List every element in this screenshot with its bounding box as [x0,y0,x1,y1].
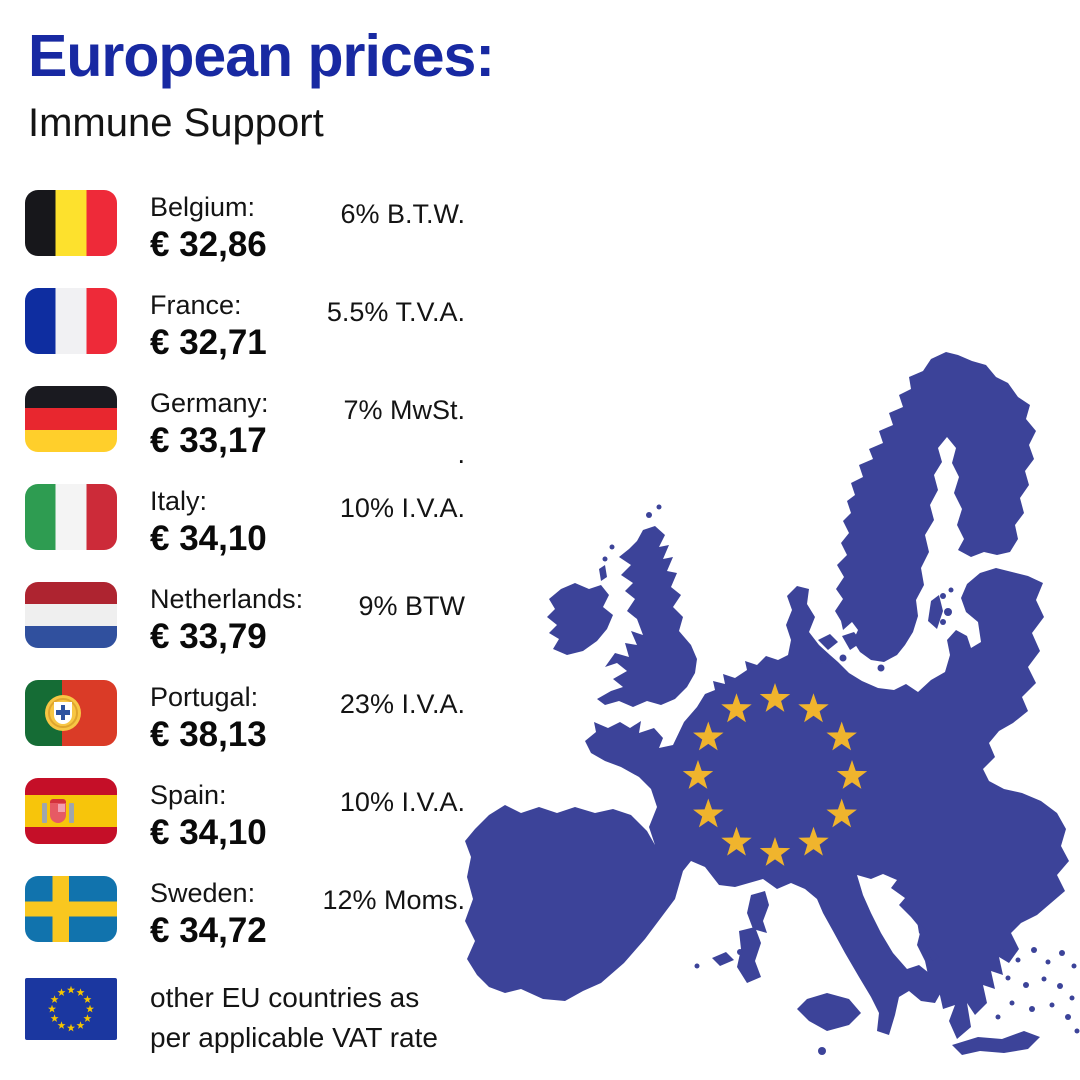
eu-flag-icon [25,978,117,1040]
country-label: France: [150,290,242,320]
vat-rate: 7% MwSt.. [343,395,465,469]
vat-rate-second-line: . [457,438,465,469]
vat-rate: 10% I.V.A. [339,493,465,523]
vat-rate: 12% Moms. [322,885,465,915]
spain-flag-icon [25,778,117,844]
page-subtitle: Immune Support [28,100,324,145]
price-row-sweden: Sweden: € 34,72 12% Moms. [25,876,465,948]
price-value: € 34,10 [150,812,267,852]
italy-flag-icon [25,484,117,550]
france-flag-icon [25,288,117,354]
eu-flag-stars [47,985,95,1032]
price-row-netherlands: Netherlands: € 33,79 9% BTW [25,582,465,654]
portugal-emblem [45,695,81,731]
price-list: Belgium: € 32,86 6% B.T.W. France: € 32,… [25,190,465,974]
country-label: Germany: [150,388,269,418]
price-value: € 32,71 [150,322,267,362]
price-row-italy: Italy: € 34,10 10% I.V.A. [25,484,465,556]
price-row-spain: Spain: € 34,10 10% I.V.A. [25,778,465,850]
portugal-flag-icon [25,680,117,746]
spain-emblem [42,799,74,825]
price-value: € 33,17 [150,420,267,460]
country-label: Italy: [150,486,208,516]
price-row-belgium: Belgium: € 32,86 6% B.T.W. [25,190,465,262]
price-value: € 34,72 [150,910,267,950]
europe-landmass [465,352,1080,1055]
country-label: Spain: [150,780,227,810]
vat-rate: 10% I.V.A. [339,787,465,817]
price-value: € 32,86 [150,224,267,264]
footer-text: other EU countries as per applicable VAT… [150,982,438,1053]
price-row-portugal: Portugal: € 38,13 23% I.V.A. [25,680,465,752]
country-label: Netherlands: [150,584,304,614]
price-value: € 33,79 [150,616,267,656]
price-value: € 38,13 [150,714,267,754]
price-row-france: France: € 32,71 5.5% T.V.A. [25,288,465,360]
germany-flag-icon [25,386,117,452]
price-row-germany: Germany: € 33,17 7% MwSt.. [25,386,465,469]
vat-rate: 23% I.V.A. [339,689,465,719]
netherlands-flag-icon [25,582,117,648]
vat-rate: 6% B.T.W. [340,199,465,229]
footer-note: other EU countries as per applicable VAT… [25,978,485,1058]
country-label: Portugal: [150,682,259,712]
vat-rate: 5.5% T.V.A. [326,297,465,327]
vat-rate: 9% BTW [358,591,465,621]
sweden-flag-icon [25,876,117,942]
price-value: € 34,10 [150,518,267,558]
belgium-flag-icon [25,190,117,256]
country-label: Belgium: [150,192,256,222]
country-label: Sweden: [150,878,256,908]
page-title: European prices: [28,23,495,89]
